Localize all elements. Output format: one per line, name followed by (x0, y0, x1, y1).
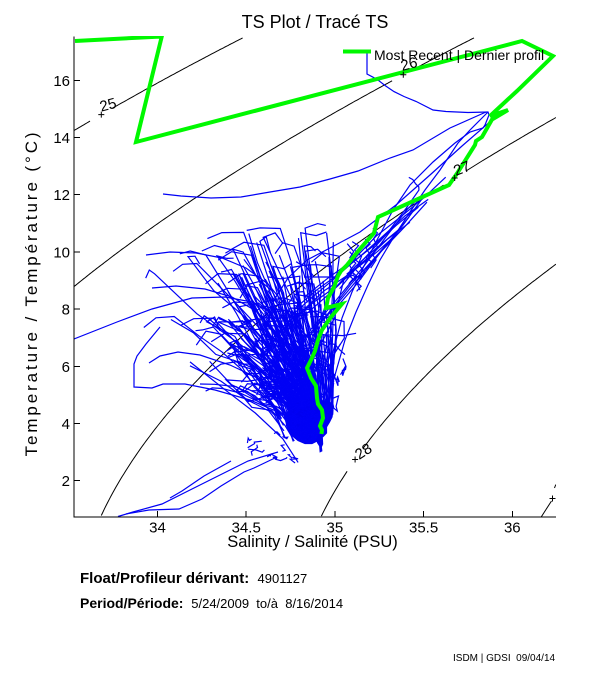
svg-text:Period/Période: 5/24/2009 to: Period/Période: 5/24/2009 to/à 8/16/2014 (80, 595, 343, 611)
svg-text:TS Plot / Tracé TS: TS Plot / Tracé TS (242, 12, 389, 32)
svg-text:16: 16 (53, 73, 70, 90)
svg-text:28: 28 (352, 440, 375, 463)
svg-text:Most Recent | Dernier profil: Most Recent | Dernier profil (374, 47, 544, 63)
svg-text:35: 35 (327, 520, 344, 537)
svg-text:36: 36 (504, 520, 521, 537)
svg-text:Salinity / Salinité (PSU): Salinity / Salinité (PSU) (227, 533, 398, 551)
svg-text:Float/Profileur dérivant: 490: Float/Profileur dérivant: 4901127 (80, 570, 307, 587)
svg-text:2: 2 (62, 473, 70, 490)
svg-text:34: 34 (149, 520, 166, 537)
svg-text:ISDM | GDSI 09/04/14: ISDM | GDSI 09/04/14 (453, 653, 556, 664)
svg-text:4: 4 (62, 416, 70, 433)
svg-text:10: 10 (53, 244, 70, 261)
svg-text:26: 26 (399, 54, 420, 75)
svg-text:Temperature / Température (°C): Temperature / Température (°C) (22, 130, 41, 457)
svg-text:34.5: 34.5 (232, 520, 261, 537)
svg-text:12: 12 (53, 187, 70, 204)
svg-text:6: 6 (62, 359, 70, 376)
svg-text:35.5: 35.5 (409, 520, 438, 537)
svg-text:8: 8 (62, 302, 70, 319)
svg-text:27: 27 (451, 158, 473, 180)
svg-text:14: 14 (53, 130, 70, 147)
svg-text:25: 25 (98, 95, 119, 116)
